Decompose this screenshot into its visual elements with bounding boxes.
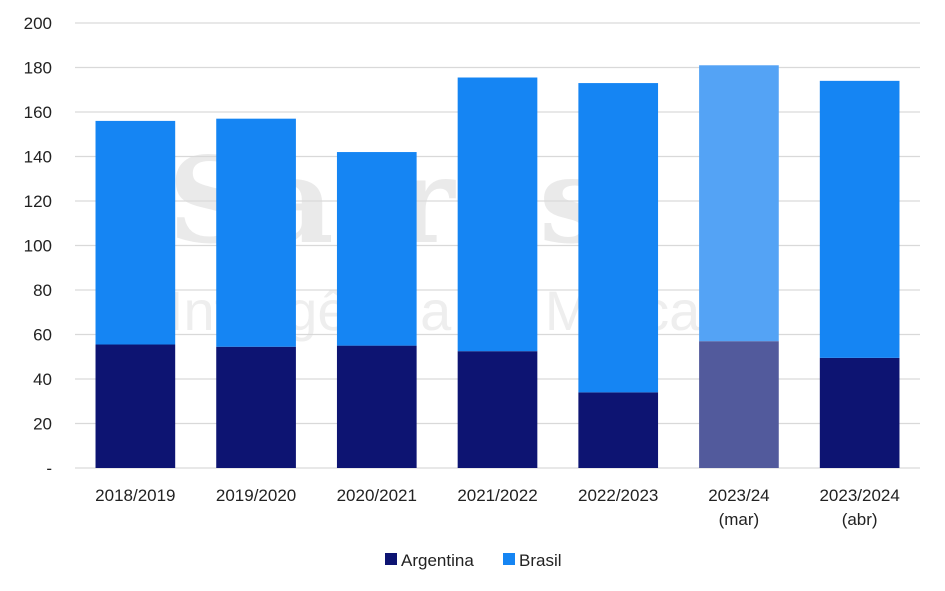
- bar-brasil-2: [336, 152, 417, 346]
- bar-argentina-2: [336, 345, 417, 468]
- y-tick-label: 160: [24, 103, 52, 122]
- bar-argentina-4: [578, 392, 659, 468]
- x-tick-label: 2023/2024: [819, 486, 899, 505]
- bar-brasil-6: [819, 80, 900, 358]
- legend-swatch-brasil: [503, 553, 515, 565]
- x-tick-label: 2021/2022: [457, 486, 537, 505]
- y-tick-label: 100: [24, 237, 52, 256]
- x-tick-label: 2019/2020: [216, 486, 296, 505]
- y-tick-label: 40: [33, 370, 52, 389]
- bar-brasil-3: [457, 77, 538, 352]
- y-axis: - 20 40 60 80 100 120 140 160 180 200: [24, 14, 52, 478]
- y-tick-label: 180: [24, 59, 52, 78]
- x-tick-label: (mar): [719, 510, 760, 529]
- y-tick-label: 80: [33, 281, 52, 300]
- x-tick-label: 2022/2023: [578, 486, 658, 505]
- bar-brasil-0: [95, 120, 176, 345]
- bar-argentina-0: [95, 344, 176, 468]
- y-tick-label: 20: [33, 415, 52, 434]
- legend-label-brasil: Brasil: [519, 551, 562, 570]
- x-tick-label: 2020/2021: [337, 486, 417, 505]
- y-tick-label: 200: [24, 14, 52, 33]
- bars: [95, 65, 900, 468]
- bar-brasil-4: [578, 83, 659, 393]
- y-tick-label: 140: [24, 148, 52, 167]
- y-tick-label: -: [46, 459, 52, 478]
- x-axis: 2018/2019 2019/2020 2020/2021 2021/2022 2022…: [95, 486, 900, 529]
- y-tick-label: 120: [24, 192, 52, 211]
- bar-argentina-3: [457, 351, 538, 468]
- bar-brasil-5: [699, 65, 779, 342]
- bar-argentina-5: [699, 341, 779, 468]
- legend: Argentina Brasil: [385, 551, 562, 570]
- x-tick-label: 2018/2019: [95, 486, 175, 505]
- x-tick-label: 2023/24: [708, 486, 769, 505]
- y-tick-label: 60: [33, 326, 52, 345]
- bar-argentina-1: [216, 346, 296, 468]
- bar-brasil-1: [216, 118, 296, 347]
- legend-label-argentina: Argentina: [401, 551, 474, 570]
- legend-swatch-argentina: [385, 553, 397, 565]
- bar-argentina-6: [819, 357, 900, 468]
- x-tick-label: (abr): [842, 510, 878, 529]
